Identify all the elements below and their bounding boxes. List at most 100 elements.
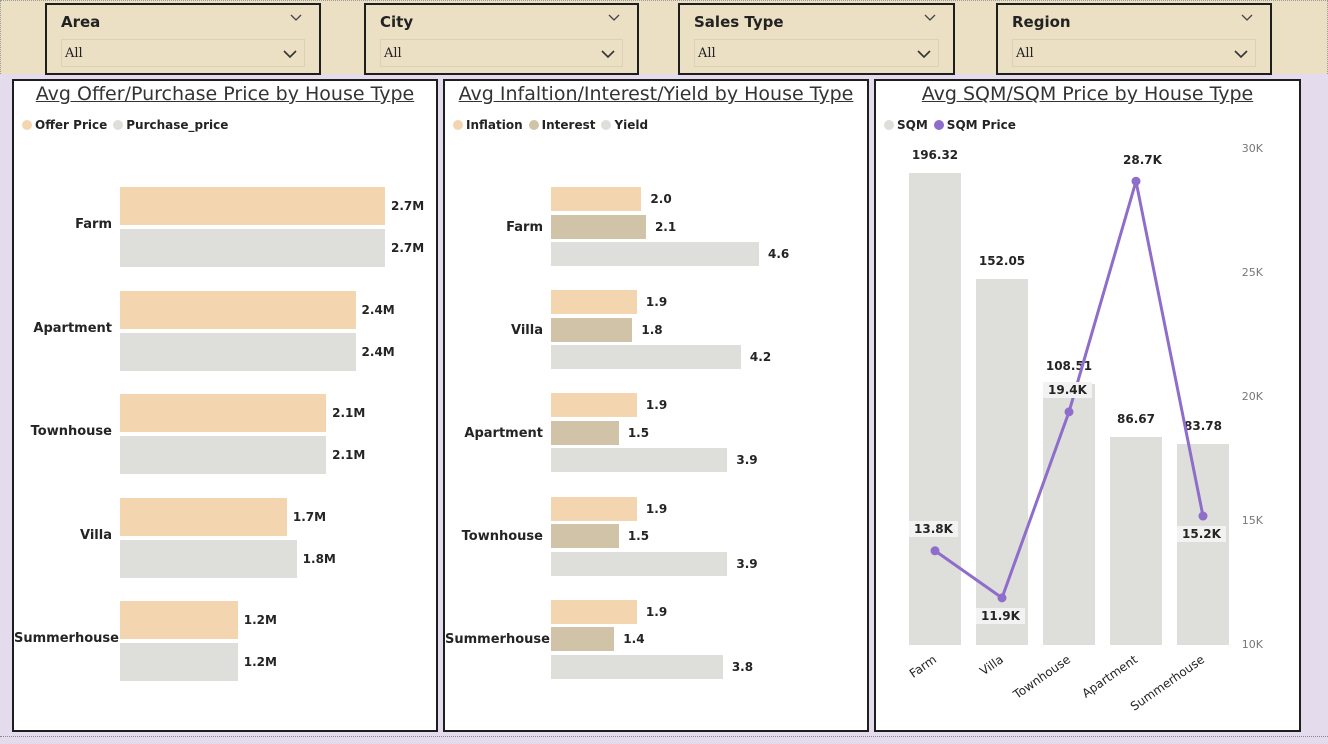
data-label: 1.8M <box>302 551 336 566</box>
data-label: 1.9 <box>645 398 668 413</box>
chart-offer-purchase-price: Avg Offer/Purchase Price by House Type O… <box>12 79 438 732</box>
slicer-value: All <box>65 46 83 61</box>
slicer-dropdown[interactable]: All <box>380 39 623 67</box>
sqm-price-point[interactable] <box>1198 511 1208 521</box>
legend-label: Inflation <box>466 118 523 132</box>
data-label: 83.78 <box>1184 418 1222 433</box>
data-label: 1.5 <box>627 425 650 440</box>
bar-sqm <box>909 173 961 645</box>
bar-inflation <box>551 393 637 418</box>
legend-item[interactable]: Inflation <box>453 118 523 132</box>
legend-swatch-interest <box>528 120 539 130</box>
legend-item[interactable]: Purchase_price <box>113 118 228 132</box>
bar-purchase-price <box>120 643 238 681</box>
slicer-dropdown[interactable]: All <box>1012 39 1256 67</box>
data-label: 2.7M <box>391 241 425 255</box>
category-label: Farm <box>75 217 112 232</box>
legend-item[interactable]: Offer Price <box>22 118 107 132</box>
data-label: 1.9 <box>645 604 668 619</box>
bar-offer-price <box>120 601 238 639</box>
slicer-title: Sales Type <box>694 13 784 31</box>
slicer-region[interactable]: Region All <box>996 3 1272 75</box>
bar-inflation <box>551 496 637 521</box>
data-label: 1.4 <box>623 632 645 647</box>
category-label: Summerhouse <box>445 632 550 648</box>
slicer-area[interactable]: Area All <box>45 3 321 75</box>
category-label: Townhouse <box>461 529 543 545</box>
chart-title: Avg Offer/Purchase Price by House Type <box>35 83 415 105</box>
slicer-value: All <box>384 46 402 61</box>
bar-purchase-price <box>120 229 385 267</box>
chart-sqm-price: Avg SQM/SQM Price by House Type SQM SQM … <box>874 79 1301 732</box>
data-label: 15.2K <box>1177 526 1226 543</box>
y2-tick-label: 20K <box>1241 390 1263 403</box>
category-label: Townhouse <box>30 424 112 439</box>
data-label: 11.9K <box>976 607 1025 624</box>
data-label: 152.05 <box>978 254 1026 269</box>
sqm-price-point[interactable] <box>997 593 1007 603</box>
category-label: Apartment <box>33 320 112 336</box>
chevron-down-icon[interactable] <box>923 11 937 25</box>
data-label: 28.7K <box>1123 153 1162 168</box>
bar-offer-price <box>120 394 327 432</box>
bar-interest <box>551 214 646 239</box>
legend-item[interactable]: SQM <box>884 118 928 132</box>
y2-tick-label: 30K <box>1241 142 1263 155</box>
chevron-down-icon[interactable] <box>289 11 303 25</box>
slicer-sales-type[interactable]: Sales Type All <box>678 3 955 75</box>
data-label: 3.9 <box>736 556 758 571</box>
slicer-dropdown[interactable]: All <box>61 39 305 67</box>
data-label: 4.2 <box>749 350 772 365</box>
chart-legend: Offer Price Purchase_price <box>22 118 228 132</box>
chart-title: Avg Infaltion/Interest/Yield by House Ty… <box>458 83 854 105</box>
chevron-down-icon[interactable] <box>607 11 621 25</box>
y2-tick-label: 15K <box>1241 514 1263 527</box>
sqm-price-point[interactable] <box>1064 407 1074 417</box>
data-label: 2.1M <box>332 406 366 420</box>
chevron-down-icon[interactable] <box>916 47 932 61</box>
bar-yield <box>551 345 741 370</box>
chevron-down-icon[interactable] <box>282 47 298 61</box>
legend-label: Purchase_price <box>126 118 229 132</box>
bar-inflation <box>551 290 637 315</box>
slicer-city[interactable]: City All <box>364 3 639 75</box>
chart-legend: SQM SQM Price <box>884 118 1016 132</box>
slicer-value: All <box>1016 46 1034 61</box>
sqm-price-line-chart <box>930 176 1208 603</box>
slicer-dropdown[interactable]: All <box>694 39 939 67</box>
data-label: 2.4M <box>361 344 395 359</box>
bar-yield <box>551 448 728 473</box>
chevron-down-icon[interactable] <box>1240 11 1254 25</box>
legend-swatch-purchase <box>113 120 124 130</box>
bar-offer-price <box>120 497 287 536</box>
legend-swatch-sqm-price <box>933 120 944 130</box>
legend-swatch-yield <box>601 120 612 130</box>
chart-title: Avg SQM/SQM Price by House Type <box>921 83 1254 105</box>
bar-purchase-price <box>120 332 356 371</box>
bar-inflation <box>551 599 637 624</box>
slicer-title: Area <box>61 13 101 31</box>
sqm-price-point[interactable] <box>930 546 940 556</box>
legend-item[interactable]: Yield <box>601 118 648 132</box>
data-label: 2.7M <box>391 199 425 213</box>
sqm-price-point[interactable] <box>1131 176 1141 186</box>
slicer-title: City <box>380 13 414 31</box>
bar-yield <box>551 654 723 679</box>
data-label: 196.32 <box>911 148 959 162</box>
data-label: 1.8 <box>641 322 663 337</box>
category-label: Farm <box>506 219 543 235</box>
chevron-down-icon[interactable] <box>1233 47 1249 61</box>
legend-item[interactable]: SQM Price <box>933 118 1016 132</box>
legend-item[interactable]: Interest <box>528 118 595 132</box>
data-label: 3.9 <box>736 453 758 468</box>
data-label: 86.67 <box>1117 411 1155 426</box>
category-label: Villa <box>80 527 112 543</box>
bar-purchase-price <box>120 539 297 578</box>
bar-offer-price <box>120 187 385 225</box>
data-label: 4.6 <box>768 247 790 261</box>
chevron-down-icon[interactable] <box>600 47 616 61</box>
legend-label: Yield <box>614 118 649 132</box>
data-label: 1.7M <box>292 509 327 524</box>
bar-interest <box>551 627 615 652</box>
data-label: 2.4M <box>361 302 395 317</box>
